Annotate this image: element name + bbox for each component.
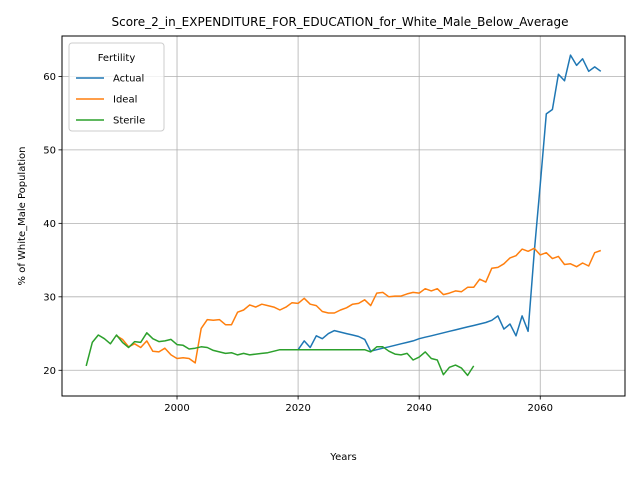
- y-tick-label: 60: [43, 72, 56, 83]
- y-axis-title: % of White_Male Population: [17, 147, 28, 286]
- chart-title: Score_2_in_EXPENDITURE_FOR_EDUCATION_for…: [111, 15, 568, 29]
- plot-area-frame: [61, 35, 626, 397]
- legend-label-ideal: Ideal: [113, 95, 137, 106]
- y-tick-label: 20: [43, 366, 56, 377]
- legend-label-actual: Actual: [113, 74, 144, 85]
- series-layer: [85, 54, 602, 377]
- legend-title: Fertility: [98, 53, 136, 64]
- grid: [62, 36, 625, 396]
- legend-box: [68, 42, 165, 132]
- y-tick-label: 30: [43, 292, 56, 303]
- legend-label-sterile: Sterile: [113, 116, 145, 127]
- series-line-actual: [297, 54, 602, 352]
- legend: Fertility Actual Ideal Sterile: [68, 42, 165, 132]
- x-tick-label: 2060: [528, 403, 553, 414]
- x-tick-label: 2020: [285, 403, 310, 414]
- x-axis-title: Years: [329, 452, 356, 463]
- x-tick-label: 2040: [406, 403, 431, 414]
- y-tick-label: 40: [43, 219, 56, 230]
- series-line-ideal: [116, 247, 602, 364]
- y-tick-label: 50: [43, 145, 56, 156]
- series-line-sterile: [85, 332, 475, 377]
- axis-ticks: 2000 2020 2040 2060 20 30 40 50 60: [43, 72, 553, 414]
- x-tick-label: 2000: [164, 403, 189, 414]
